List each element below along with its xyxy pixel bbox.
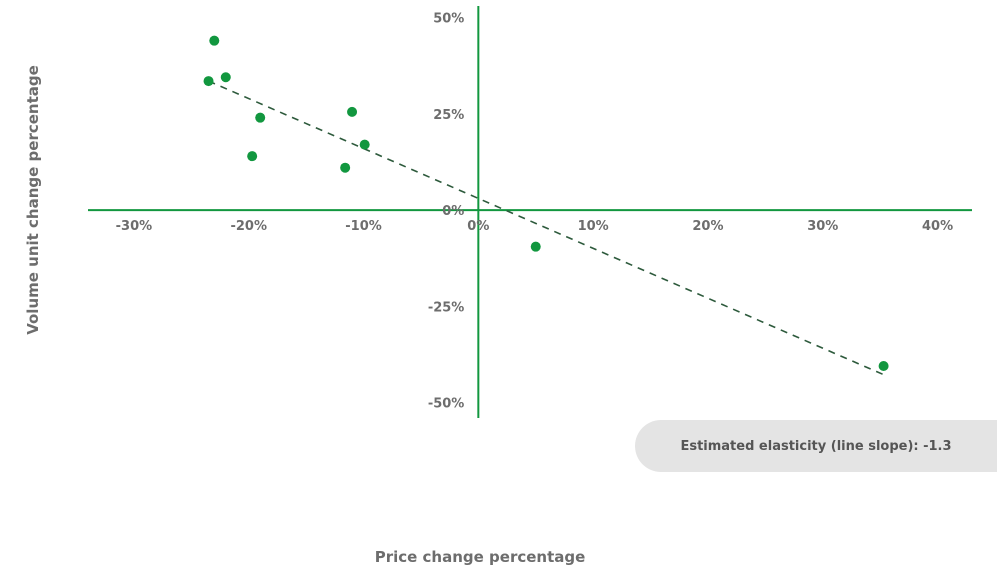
trendline: [208, 80, 887, 377]
y-tick-label: -50%: [428, 397, 465, 412]
elasticity-annotation: Estimated elasticity (line slope): -1.3: [635, 420, 997, 472]
y-tick-labels: 50% 25% 0% -25% -50%: [428, 12, 465, 412]
data-point: [255, 112, 266, 123]
x-tick-label: 10%: [578, 219, 609, 234]
data-point: [209, 35, 220, 46]
x-tick-label: -20%: [230, 219, 267, 234]
data-point: [247, 151, 258, 162]
data-point: [530, 241, 541, 252]
x-tick-label: 0%: [467, 219, 489, 234]
data-point: [203, 76, 214, 87]
x-tick-labels: -30% -20% -10% 0% 10% 20% 30% 40%: [116, 219, 953, 234]
axes: [88, 6, 972, 418]
x-tick-label: -30%: [116, 219, 153, 234]
y-tick-label: 25%: [433, 108, 464, 123]
data-points: [203, 35, 889, 372]
y-tick-label: 0%: [442, 204, 464, 219]
data-point: [340, 162, 351, 173]
x-axis-title: Price change percentage: [375, 548, 586, 566]
data-point: [359, 139, 370, 150]
y-tick-label: -25%: [428, 300, 465, 315]
y-tick-label: 50%: [433, 12, 464, 27]
x-tick-label: 20%: [692, 219, 723, 234]
data-point: [220, 72, 231, 83]
x-tick-label: -10%: [345, 219, 382, 234]
x-tick-label: 40%: [922, 219, 953, 234]
data-point: [878, 361, 889, 372]
data-point: [347, 106, 358, 117]
x-tick-label: 30%: [807, 219, 838, 234]
y-axis-title: Volume unit change percentage: [24, 65, 42, 335]
